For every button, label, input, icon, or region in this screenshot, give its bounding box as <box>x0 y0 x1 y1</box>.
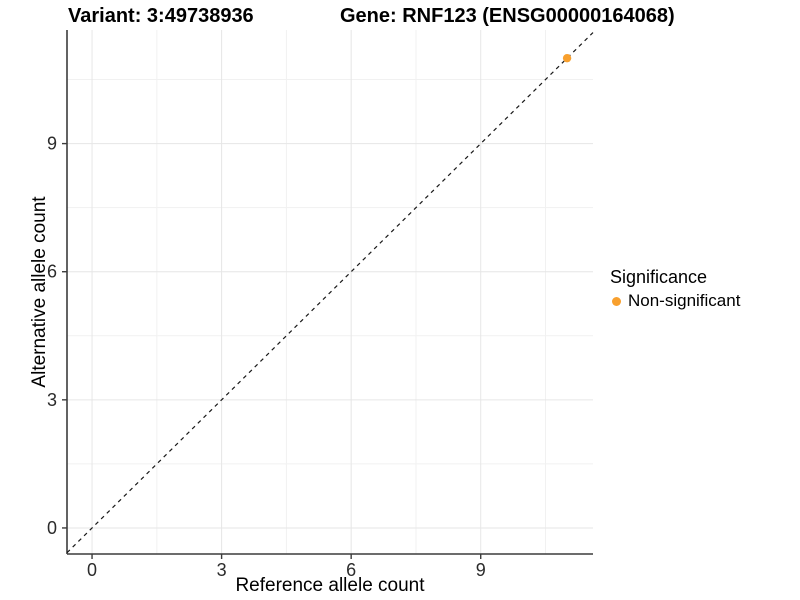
x-tick-label: 0 <box>87 560 97 580</box>
y-tick-label: 0 <box>47 518 57 538</box>
y-axis-title: Alternative allele count <box>29 196 50 388</box>
identity-dashed-line <box>66 32 594 554</box>
x-tick-label: 9 <box>476 560 486 580</box>
grid-major-lines <box>67 30 593 554</box>
axis-tick-marks <box>62 142 482 559</box>
x-tick-label: 3 <box>217 560 227 580</box>
x-tick-labels: 0 3 6 9 <box>87 560 486 580</box>
y-tick-label: 6 <box>47 262 57 282</box>
plot-title-variant: Variant: 3:49738936 <box>68 5 254 27</box>
legend-item-label: Non-significant <box>628 291 741 310</box>
scatter-point <box>562 53 572 63</box>
plot-title-gene: Gene: RNF123 (ENSG00000164068) <box>340 5 675 27</box>
legend: Significance Non-significant <box>610 266 795 311</box>
grid-minor-lines <box>67 30 593 554</box>
legend-point-icon <box>612 296 621 306</box>
x-axis-title: Reference allele count <box>235 575 425 596</box>
y-tick-label: 3 <box>47 390 57 410</box>
legend-item-non-significant: Non-significant <box>610 291 795 311</box>
y-tick-label: 9 <box>47 134 57 154</box>
scatter-points <box>562 53 572 63</box>
x-tick-label: 6 <box>346 560 356 580</box>
y-tick-labels: 0 3 6 9 <box>47 134 57 538</box>
legend-title: Significance <box>610 267 708 287</box>
